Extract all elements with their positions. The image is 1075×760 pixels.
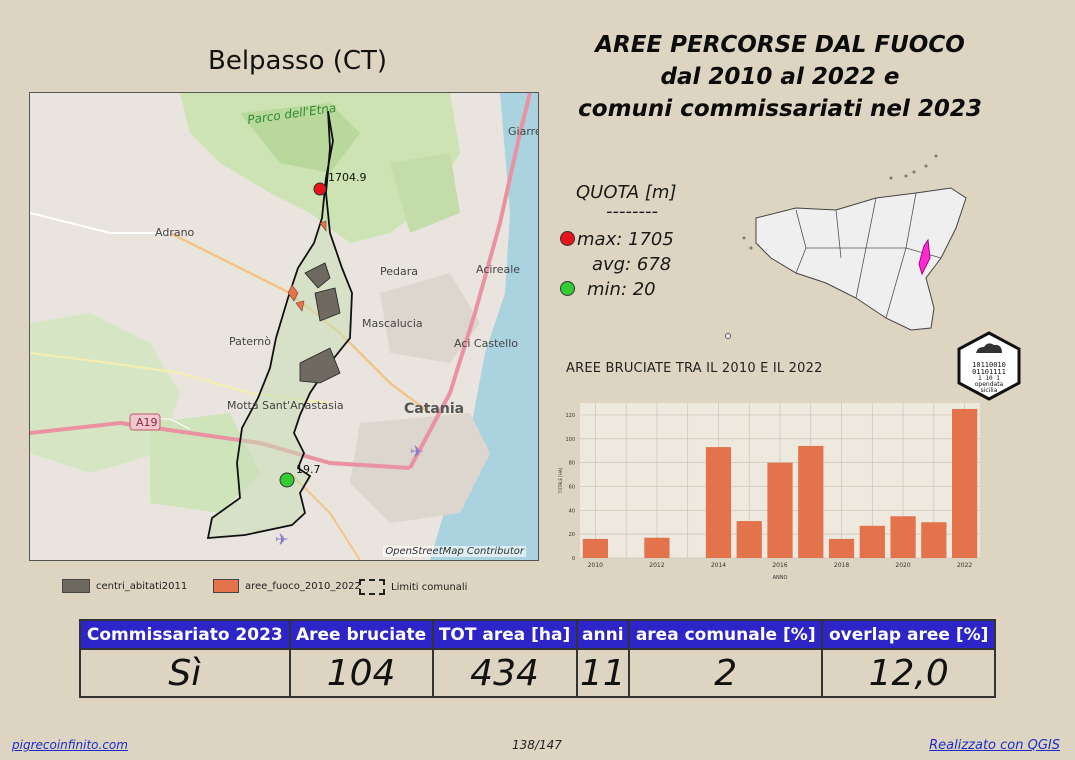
logo-bits-2: 01101111 [972,368,1006,376]
quota-max: max: 1705 [577,229,674,250]
table-row: Sì 104 434 11 2 12,0 [79,648,996,698]
airport-icon: ✈ [275,530,288,549]
sicily-inset-map [725,154,967,339]
y-tick-label: 0 [572,556,575,562]
bar-2021 [921,522,947,558]
logo-text-2: sicilia [981,387,998,394]
x-tick-label: 2014 [711,562,726,569]
bar-2010 [582,538,608,558]
header-commissariato: Commissariato 2023 [79,619,291,650]
bar-2018 [828,538,855,558]
legend-limiti-label: Limiti comunali [391,581,468,593]
map-label-giarre: Giarre [508,125,538,138]
x-tick-label: 2010 [588,562,603,569]
quota-separator: -------- [606,201,658,222]
map-label-motta: Motta Sant'Anastasia [227,399,344,412]
legend-centri-label: centri_abitati2011 [96,580,188,592]
header-overlap: overlap aree [%] [821,619,996,650]
bar-2015 [736,521,762,558]
legend-centri: centri_abitati2011 [62,579,187,593]
x-axis-label: ANNO [773,575,788,581]
bar-2016 [767,462,793,558]
x-tick-label: 2020 [895,562,910,569]
bar-2022 [952,408,978,558]
legend-fuoco: aree_fuoco_2010_2022 [213,579,361,593]
main-title-line-3: comuni commissariati nel 2023 [578,96,982,122]
cell-tot-area: 434 [431,648,578,698]
logo-bits-1: 10110010 [972,361,1006,369]
header-tot-area: TOT area [ha] [431,619,578,650]
y-tick-label: 120 [565,413,575,419]
altitude-panel: QUOTA [m] -------- max: 1705 avg: 678 mi… [560,180,710,302]
chart-title: AREE BRUCIATE TRA IL 2010 E IL 2022 [566,361,823,376]
table-header-row: Commissariato 2023 Aree bruciate TOT are… [79,619,996,650]
bar-2017 [798,445,824,558]
x-tick-label: 2012 [649,562,664,569]
y-axis-label: TOTALE [HA] [558,467,563,494]
y-tick-label: 20 [569,532,575,538]
boundary-swatch-icon [359,579,385,595]
municipality-map: Parco dell'Etna Giarre Adrano Pedara Aci… [29,92,539,561]
town-title: Belpasso (CT) [208,46,388,76]
logo-bits-3: 1 10 1 [978,375,1000,382]
map-label-a19: A19 [136,416,158,429]
summary-table: Commissariato 2023 Aree bruciate TOT are… [79,619,996,698]
map-label-paterno: Paternò [229,335,271,348]
map-label-acireale: Acireale [476,263,520,276]
y-tick-label: 40 [569,508,575,514]
cell-aree-bruciate: 104 [288,648,434,698]
main-title-line-2: dal 2010 al 2022 e [660,64,900,90]
red-dot-icon [560,231,575,246]
map-label-mascalucia: Mascalucia [362,317,423,330]
bar-2014 [705,447,732,558]
map-label-adrano: Adrano [155,226,195,239]
header-area-comunale: area comunale [%] [628,619,824,650]
quota-max-row: max: 1705 [560,227,710,252]
footer-page-number: 138/147 [512,738,562,752]
cell-anni: 11 [575,648,631,698]
cell-commissariato: Sì [79,648,291,698]
green-dot-icon [560,281,575,296]
bar-2012 [644,537,670,558]
map-label-acicastello: Aci Castello [454,337,518,350]
max-altitude-label: 1704.9 [328,171,367,184]
footer-site-link[interactable]: pigrecoinfinito.com [12,738,128,752]
fire-swatch-icon [213,579,239,593]
min-altitude-marker [279,472,295,488]
cell-area-comunale: 2 [628,648,824,698]
max-altitude-marker [313,182,327,196]
logo-text-1: opendata [975,381,1004,388]
legend-fuoco-label: aree_fuoco_2010_2022 [245,580,361,592]
legend-limiti: Limiti comunali [359,579,467,595]
y-tick-label: 80 [569,461,575,467]
x-tick-label: 2022 [957,562,972,569]
footer-qgis-link[interactable]: Realizzato con QGIS [929,738,1060,753]
main-title-line-1: AREE PERCORSE DAL FUOCO [595,32,965,58]
quota-min: min: 20 [587,279,656,300]
header-aree-bruciate: Aree bruciate [288,619,434,650]
y-tick-label: 60 [569,484,575,490]
quota-avg: avg: 678 [592,254,672,275]
quota-min-row: min: 20 [560,277,710,302]
quota-title: QUOTA [m] [576,182,677,203]
x-tick-label: 2016 [772,562,787,569]
map-canvas: Parco dell'Etna Giarre Adrano Pedara Aci… [30,93,538,560]
map-label-pedara: Pedara [380,265,418,278]
bar-2019 [859,525,885,558]
hatched-swatch-icon [62,579,90,593]
cell-overlap: 12,0 [821,648,996,698]
map-label-catania: Catania [404,401,464,417]
bar-2020 [890,516,916,558]
burned-area-bar-chart: 0 20 40 60 80 100 120 2010 2012 2014 2016 2018 2020 2… [558,403,980,581]
airport-icon: ✈ [410,442,423,461]
map-attribution: OpenStreetMap Contributor [383,546,526,557]
opendata-sicilia-logo: 10110010 01101111 1 10 1 opendata sicili… [957,331,1021,401]
header-anni: anni [575,619,631,650]
x-tick-label: 2018 [834,562,849,569]
y-tick-label: 100 [565,437,575,443]
min-altitude-label: 19.7 [296,463,321,476]
